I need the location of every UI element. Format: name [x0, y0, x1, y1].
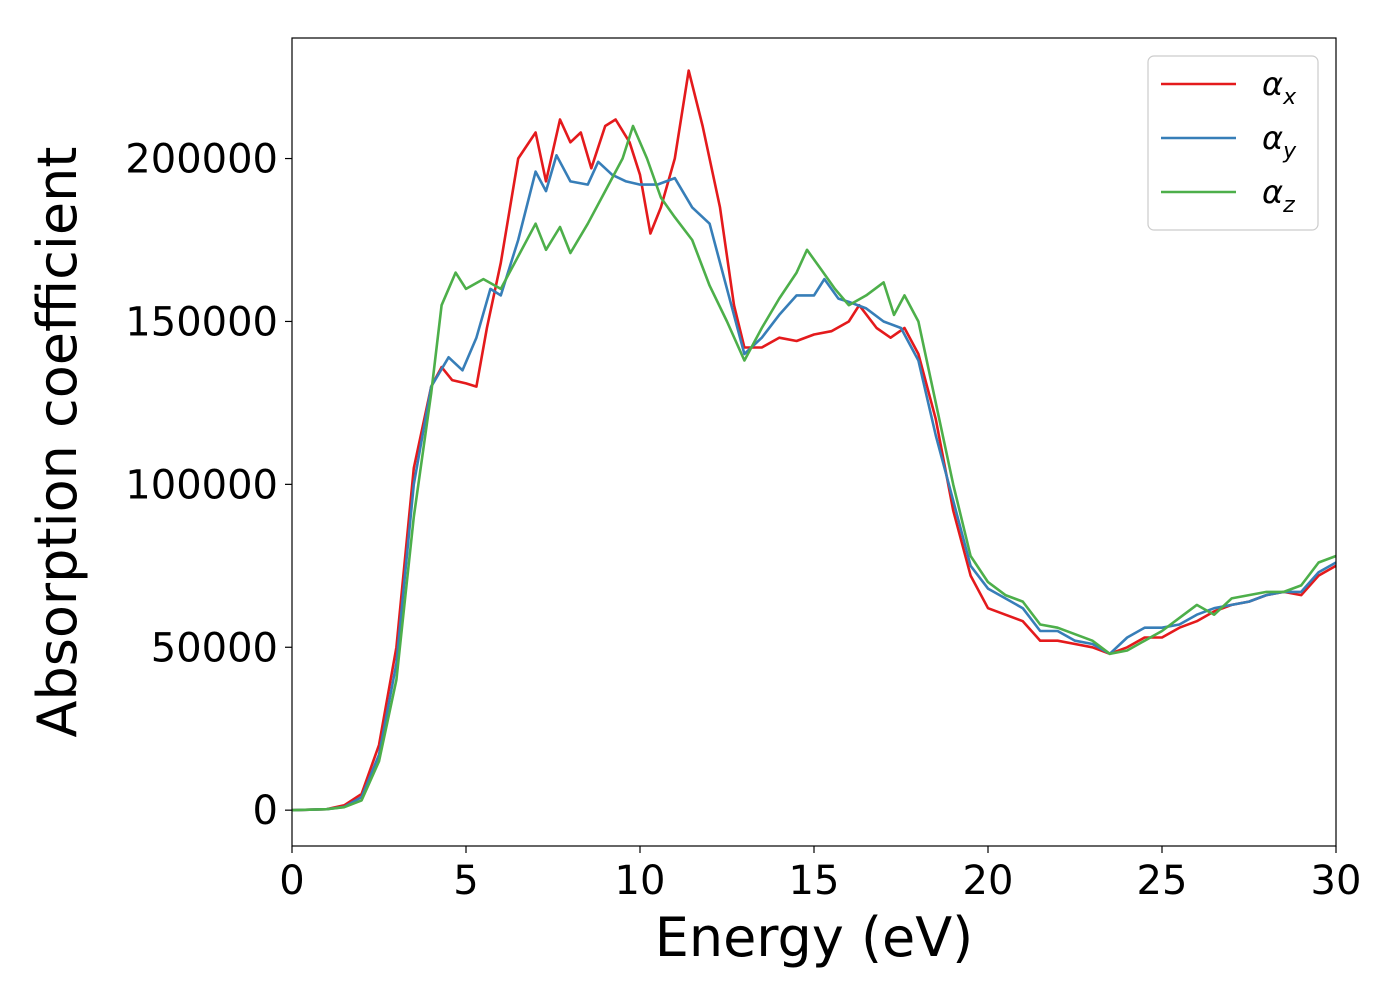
y-tick-label: 150000 — [125, 299, 278, 345]
x-axis-title: Energy (eV) — [655, 906, 974, 969]
series-layer — [291, 69, 1337, 812]
x-tick-label: 20 — [963, 858, 1014, 904]
x-tick-label: 0 — [279, 858, 304, 904]
x-tick-label: 30 — [1311, 858, 1362, 904]
y-axis-title: Absorption coefficient — [26, 147, 89, 738]
series-line-y — [291, 154, 1337, 812]
x-tick-label: 15 — [789, 858, 840, 904]
y-tick-label: 0 — [253, 788, 278, 834]
y-tick-label: 50000 — [151, 625, 278, 671]
x-tick-label: 10 — [615, 858, 666, 904]
y-tick-label: 100000 — [125, 462, 278, 508]
x-axis: 0 5 10 15 20 25 30 — [279, 846, 1361, 904]
y-axis: 0 50000 100000 150000 200000 — [125, 137, 292, 834]
series-line-x — [291, 69, 1337, 812]
legend-box — [1147, 55, 1319, 231]
x-tick-label: 25 — [1137, 858, 1188, 904]
y-tick-label: 200000 — [125, 137, 278, 183]
legend-label-x: αx — [1262, 65, 1297, 110]
legend-label-y: αy — [1262, 119, 1297, 164]
x-tick-label: 5 — [453, 858, 478, 904]
series-line-z — [291, 124, 1337, 812]
